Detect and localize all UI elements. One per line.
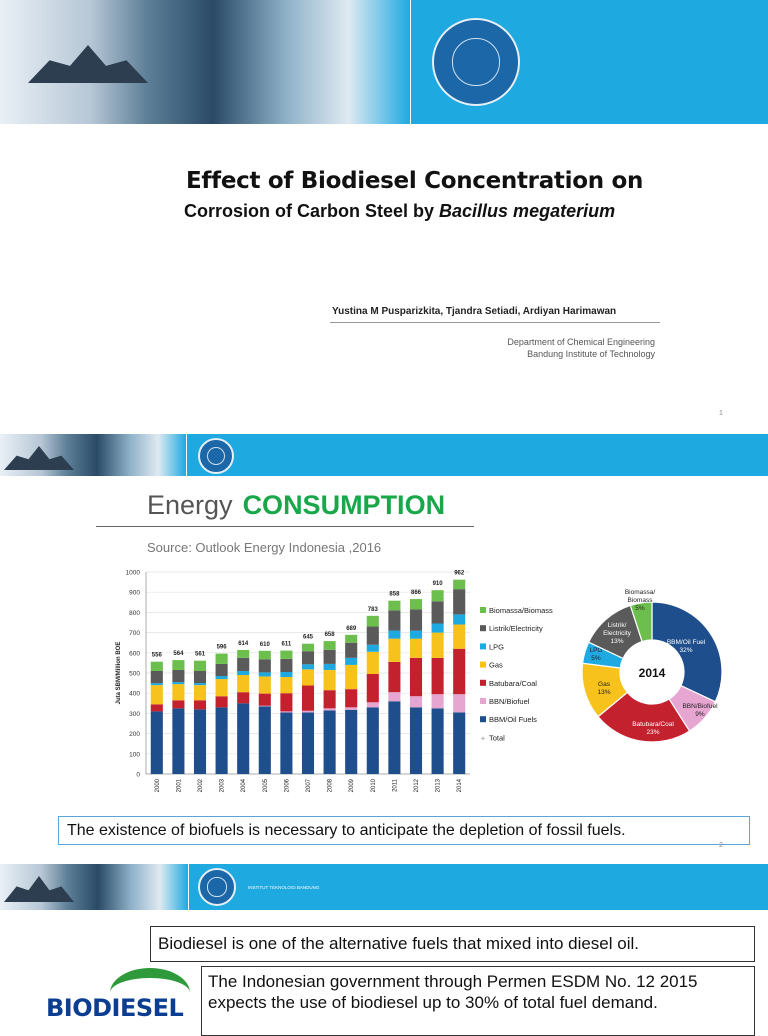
subtitle-text: Corrosion of Carbon Steel by bbox=[184, 201, 440, 221]
seal-inner bbox=[452, 38, 500, 86]
heading-gray: Energy bbox=[147, 490, 233, 520]
itb-seal-icon bbox=[198, 438, 234, 474]
slide-subtitle: Corrosion of Carbon Steel by Bacillus me… bbox=[184, 201, 615, 222]
caption-box: The existence of biofuels is necessary t… bbox=[58, 816, 750, 845]
seal-inner bbox=[207, 877, 227, 897]
department: Department of Chemical Engineering Bandu… bbox=[507, 336, 655, 360]
slide-banner bbox=[0, 434, 768, 476]
department-line: Department of Chemical Engineering bbox=[507, 337, 655, 347]
banner-divider bbox=[188, 864, 189, 910]
heading-green: CONSUMPTION bbox=[242, 490, 446, 520]
institution-label: INSTITUT TEKNOLOGI BANDUNG bbox=[248, 885, 320, 890]
slide-title: Effect of Biodiesel Concentration on bbox=[186, 168, 644, 194]
slide-3 bbox=[0, 864, 768, 1024]
seal-inner bbox=[207, 447, 225, 465]
page-number: 2 bbox=[719, 842, 723, 849]
itb-seal-icon bbox=[432, 18, 520, 106]
source-note: Source: Outlook Energy Indonesia ,2016 bbox=[147, 540, 382, 555]
institute-line: Bandung Institute of Technology bbox=[527, 349, 655, 359]
banner-photo bbox=[0, 864, 188, 910]
banner-divider bbox=[410, 0, 411, 124]
authors-underline bbox=[330, 322, 660, 323]
energy-heading: Energy CONSUMPTION bbox=[147, 490, 445, 521]
slide-banner bbox=[0, 864, 768, 910]
biodiesel-statement-box: Biodiesel is one of the alternative fuel… bbox=[150, 926, 755, 962]
slide-banner bbox=[0, 0, 768, 124]
authors: Yustina M Pusparizkita, Tjandra Setiadi,… bbox=[332, 306, 617, 317]
itb-seal-icon bbox=[198, 868, 236, 906]
banner-divider bbox=[186, 434, 187, 476]
biodiesel-logo: BIODIESEL bbox=[46, 994, 184, 1022]
subtitle-species: Bacillus megaterium bbox=[439, 201, 616, 221]
page-number: 1 bbox=[719, 410, 723, 417]
biodiesel-logo-swoosh-icon bbox=[110, 968, 190, 1018]
heading-underline bbox=[96, 526, 474, 527]
caption-text: The existence of biofuels is necessary t… bbox=[67, 822, 626, 839]
banner-photo bbox=[0, 0, 410, 124]
government-statement-box: The Indonesian government through Permen… bbox=[201, 966, 755, 1036]
slide-1: Effect of Biodiesel Concentration on Cor… bbox=[0, 0, 768, 428]
statement-text: Biodiesel is one of the alternative fuel… bbox=[158, 934, 639, 953]
